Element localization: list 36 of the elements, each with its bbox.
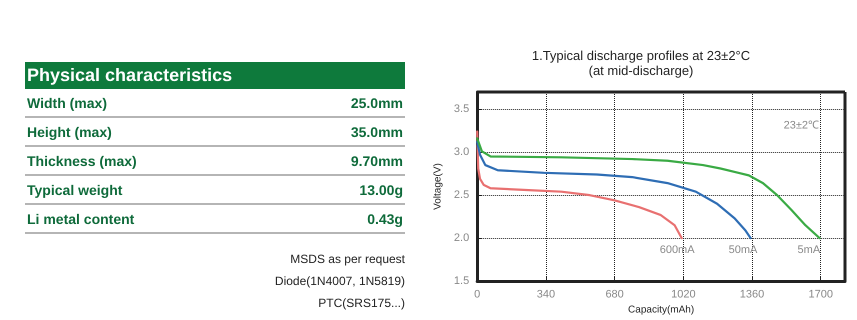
x-tick-label: 1020	[671, 288, 696, 301]
text: PTC(SRS175...)	[317, 295, 405, 312]
y-tick-label: 2.5	[454, 189, 470, 202]
category-label: Width (max)	[27, 95, 107, 111]
series-label: 50mA	[728, 244, 758, 256]
x-tick-label: 680	[605, 288, 624, 301]
text: 25.0mm	[350, 95, 403, 111]
category-label: Typical weight	[27, 182, 122, 198]
x-tick-label: 1360	[740, 288, 764, 301]
text: Diode(1N4007, 1N5819)	[274, 273, 405, 290]
text: MSDS as per request	[289, 251, 405, 268]
series-label: 5mA	[798, 244, 821, 256]
chart-title: 1.Typical discharge profiles at 23±2°C	[532, 48, 750, 63]
line-series	[476, 130, 683, 240]
text: 35.0mm	[350, 124, 403, 140]
text: Physical characteristics	[25, 62, 405, 89]
category-label: Li metal content	[27, 211, 134, 227]
text: 9.70mm	[350, 153, 403, 169]
x-tick-label: 0	[474, 288, 480, 301]
x-axis-title: Capacity(mAh)	[628, 304, 694, 316]
y-axis-title: Voltage(V)	[432, 163, 444, 210]
category-label: Height (max)	[27, 124, 112, 140]
y-tick-label: 3.0	[454, 146, 470, 158]
line-series	[476, 137, 821, 240]
x-tick-label: 340	[536, 288, 556, 301]
annotation: 23±2℃	[784, 120, 819, 132]
x-tick-label: 1700	[808, 288, 833, 301]
category-label: Thickness (max)	[27, 153, 137, 169]
series-label: 600mA	[660, 244, 696, 256]
y-tick-label: 2.0	[454, 232, 470, 244]
y-tick-label: 3.5	[454, 103, 470, 116]
line-series	[476, 140, 752, 240]
text: 13.00g	[359, 182, 403, 198]
chart-subtitle: (at mid-discharge)	[588, 63, 694, 78]
text: 0.43g	[367, 211, 403, 227]
y-tick-label: 1.5	[454, 275, 470, 288]
